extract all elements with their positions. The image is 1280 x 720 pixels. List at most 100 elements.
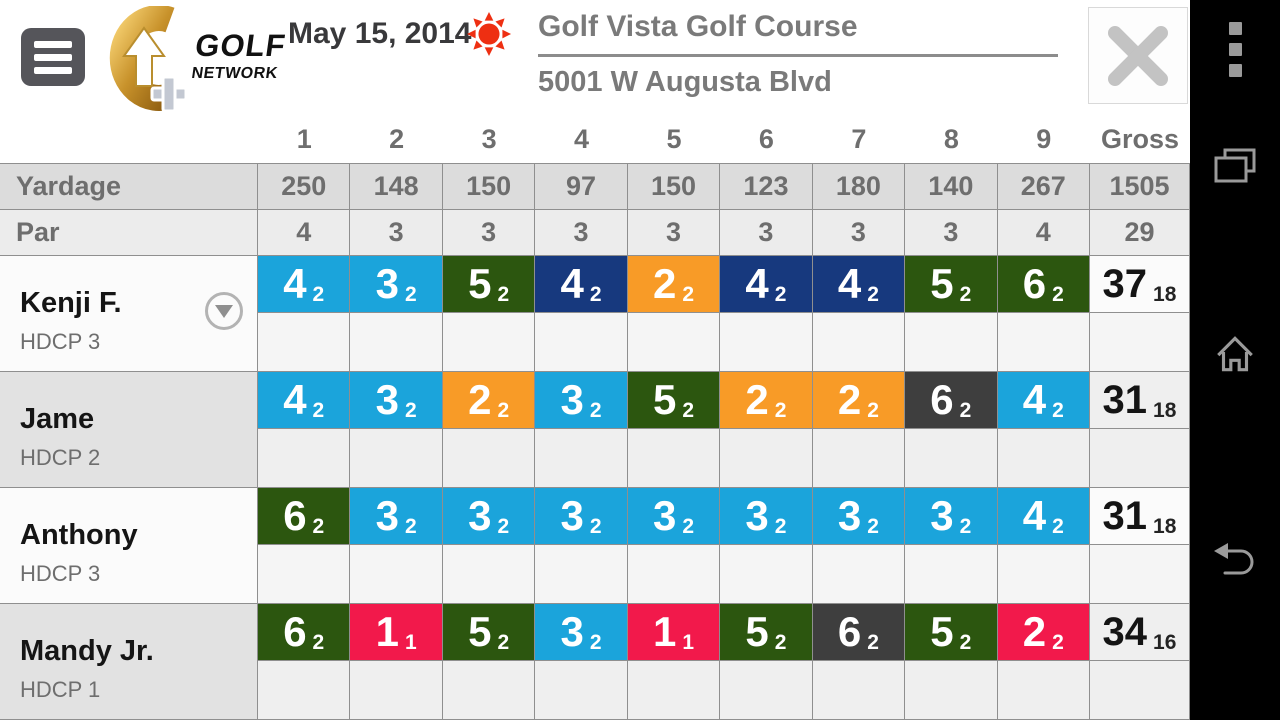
putts-value: 2 xyxy=(312,514,325,538)
player-handicap: HDCP 1 xyxy=(20,676,101,702)
yardage-value: 123 xyxy=(720,163,813,210)
round-date: May 15, 2014 xyxy=(288,17,472,50)
player-cell-mandy-jr[interactable]: Mandy Jr. HDCP 1 xyxy=(0,604,258,720)
putts-value: 2 xyxy=(959,282,972,306)
golf-network-logo: GOLF NETWORK xyxy=(96,6,288,112)
hole-header-gross: Gross xyxy=(1089,115,1190,163)
score-value: 4 xyxy=(1022,376,1047,423)
player-dropdown-icon[interactable] xyxy=(205,291,243,330)
empty-cell xyxy=(535,661,628,720)
putts-value: 2 xyxy=(589,282,602,306)
overflow-menu-icon[interactable] xyxy=(1190,22,1280,77)
empty-cell xyxy=(720,545,813,604)
empty-cell xyxy=(535,545,628,604)
score-value: 2 xyxy=(468,376,492,423)
score-value: 4 xyxy=(283,376,307,423)
putts-value: 2 xyxy=(959,630,972,654)
putts-value: 2 xyxy=(312,282,325,306)
score-value: 4 xyxy=(283,260,307,307)
player-cell-anthony[interactable]: Anthony HDCP 3 xyxy=(0,488,258,604)
chevron-down-icon xyxy=(215,304,233,318)
par-value: 4 xyxy=(258,210,351,256)
course-address: 5001 W Augusta Blvd xyxy=(538,66,832,98)
home-icon[interactable] xyxy=(1190,330,1280,376)
empty-cell xyxy=(350,429,443,488)
score-value: 3 xyxy=(930,492,954,539)
score-value: 5 xyxy=(468,260,492,307)
close-button[interactable] xyxy=(1088,7,1188,104)
putts-value: 18 xyxy=(1153,514,1177,538)
par-value: 3 xyxy=(812,210,906,256)
putts-value: 2 xyxy=(774,630,787,654)
score-value: 6 xyxy=(283,492,307,539)
putts-value: 2 xyxy=(312,630,325,654)
empty-cell xyxy=(535,313,628,372)
empty-cell xyxy=(627,661,721,720)
putts-value: 2 xyxy=(497,630,510,654)
par-value: 3 xyxy=(720,210,813,256)
hole-header-6: 6 xyxy=(720,115,813,163)
player-cell-kenji-f[interactable]: Kenji F. HDCP 3 xyxy=(0,256,258,372)
player-cell-jame[interactable]: Jame HDCP 2 xyxy=(0,372,258,488)
sun-icon xyxy=(466,11,512,57)
empty-cell xyxy=(720,661,813,720)
yardage-value: 250 xyxy=(258,163,351,210)
empty-cell xyxy=(997,545,1090,604)
recent-apps-icon[interactable] xyxy=(1190,146,1280,188)
empty-cell xyxy=(258,545,351,604)
empty-cell xyxy=(350,661,443,720)
player-name: Anthony xyxy=(20,518,138,551)
score-value: 4 xyxy=(837,260,862,307)
score-value: 6 xyxy=(1022,260,1047,307)
empty-cell xyxy=(812,313,906,372)
menu-button[interactable] xyxy=(21,28,85,86)
putts-value: 2 xyxy=(404,398,417,422)
yardage-value: 97 xyxy=(535,163,628,210)
score-value: 5 xyxy=(930,608,954,655)
hole-header-1: 1 xyxy=(258,115,351,163)
score-value: 4 xyxy=(745,260,769,307)
course-info: Golf Vista Golf Course 5001 W Augusta Bl… xyxy=(538,10,1058,99)
empty-cell xyxy=(997,313,1090,372)
score-value: 2 xyxy=(652,260,677,307)
back-icon[interactable] xyxy=(1190,540,1280,582)
logo-line2: NETWORK xyxy=(190,65,279,82)
score-value: 4 xyxy=(560,260,584,307)
